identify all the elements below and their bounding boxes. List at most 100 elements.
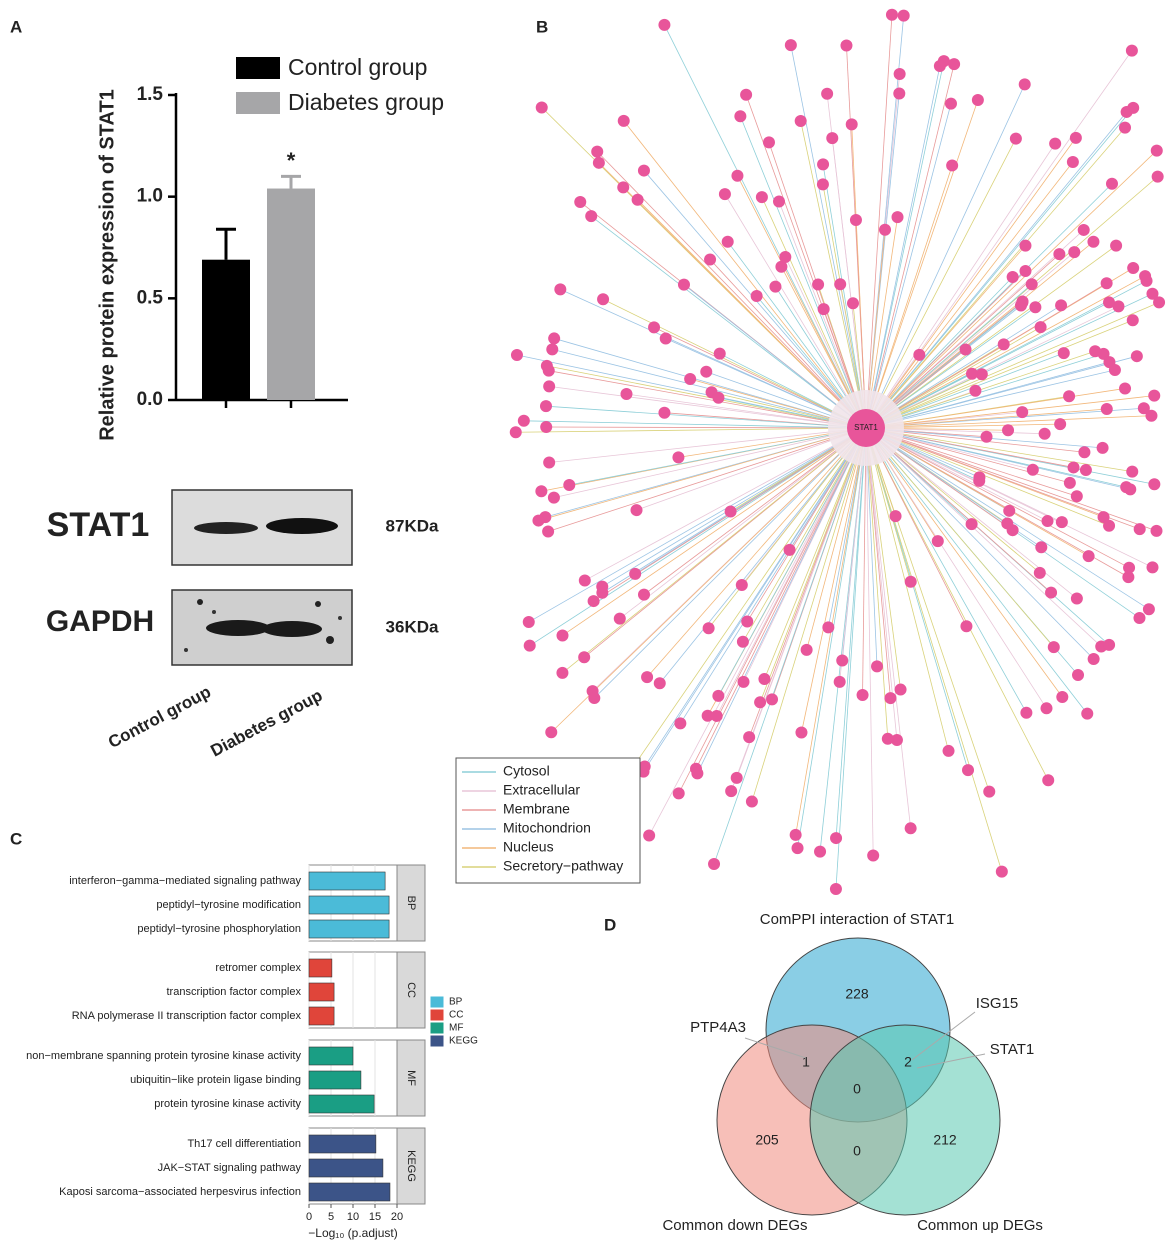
edge	[865, 427, 1003, 872]
node	[648, 321, 661, 334]
edge	[751, 427, 867, 802]
node	[737, 675, 750, 688]
category-label-box: Kaposi sarcoma−associated herpesvirus in…	[59, 1186, 301, 1198]
node	[762, 136, 775, 149]
node	[1038, 427, 1051, 440]
node	[1066, 156, 1079, 169]
node	[708, 857, 721, 870]
error-bar	[216, 227, 236, 260]
bar	[308, 1006, 335, 1026]
node	[542, 364, 555, 377]
center-node	[847, 409, 885, 447]
leader-line	[911, 1011, 976, 1061]
category-label-box: protein tyrosine kinase activity	[154, 1098, 301, 1110]
legend-label: MF	[449, 1023, 463, 1034]
node	[1079, 464, 1092, 477]
edge	[865, 427, 898, 741]
node	[1130, 350, 1143, 363]
node	[540, 421, 553, 434]
node	[1047, 641, 1060, 654]
node	[517, 414, 530, 427]
edge	[737, 175, 867, 429]
node	[830, 832, 843, 845]
node	[1139, 270, 1152, 283]
edge	[865, 65, 941, 429]
node	[1123, 561, 1136, 574]
node	[775, 260, 788, 273]
edge	[636, 427, 867, 511]
node	[596, 580, 609, 593]
legend-label: BP	[449, 997, 463, 1008]
node	[800, 643, 813, 656]
node	[1151, 170, 1164, 183]
legend-label: Cytosol	[503, 763, 550, 779]
node	[1150, 144, 1163, 157]
node	[704, 253, 717, 266]
node	[542, 525, 555, 538]
node	[522, 616, 535, 629]
node	[637, 588, 650, 601]
edge	[562, 427, 867, 674]
node	[701, 709, 714, 722]
node	[743, 731, 756, 744]
protein-size: 87KDa	[386, 516, 439, 535]
node	[1070, 490, 1083, 503]
node	[731, 169, 744, 182]
node	[755, 191, 768, 204]
node	[1042, 774, 1055, 787]
node	[1082, 550, 1095, 563]
facet-label: BP	[405, 896, 417, 911]
node	[1041, 515, 1054, 528]
node	[946, 159, 959, 172]
x-tick-label: 0	[306, 1211, 312, 1223]
edge	[865, 319, 1133, 429]
node	[1003, 504, 1016, 517]
x-tick-label: 20	[391, 1211, 403, 1223]
edge	[865, 107, 1134, 429]
y-tick-label: ubiquitin−like protein ligase binding	[130, 1074, 301, 1086]
edge	[549, 427, 867, 463]
legend-label: Extracellular	[503, 782, 580, 798]
node	[913, 348, 926, 361]
node	[1126, 314, 1139, 327]
node	[1057, 347, 1070, 360]
node	[794, 115, 807, 128]
node	[535, 101, 548, 114]
node	[754, 696, 767, 709]
edge	[648, 427, 867, 836]
node	[897, 9, 910, 22]
facet-strip	[396, 1127, 426, 1205]
legend-label: Nucleus	[503, 839, 554, 855]
node	[894, 683, 907, 696]
edge	[865, 427, 1131, 490]
set-label: ComPPI interaction of STAT1	[760, 911, 955, 928]
edge	[697, 427, 867, 774]
node	[845, 118, 858, 131]
category-label-box: transcription factor complex	[167, 986, 302, 998]
node	[1020, 706, 1033, 719]
node	[718, 188, 731, 201]
node	[672, 451, 685, 464]
region-count: 1	[802, 1054, 810, 1070]
node	[881, 732, 894, 745]
node	[821, 87, 834, 100]
node	[891, 211, 904, 224]
edge	[761, 196, 867, 429]
y-tick-label: protein tyrosine kinase activity	[154, 1098, 301, 1110]
edge	[865, 150, 1158, 429]
edge	[569, 427, 867, 486]
node	[1056, 690, 1069, 703]
edge	[865, 143, 1056, 429]
edge	[594, 427, 867, 699]
edge	[835, 427, 867, 890]
edge	[584, 427, 867, 581]
node	[659, 332, 672, 345]
node	[734, 110, 747, 123]
node	[1009, 132, 1022, 145]
error-bar	[281, 174, 301, 189]
category-label-box: RNA polymerase II transcription factor c…	[72, 1010, 301, 1022]
bar	[308, 895, 390, 915]
edge	[865, 427, 1063, 698]
legend-swatch	[429, 1008, 445, 1022]
